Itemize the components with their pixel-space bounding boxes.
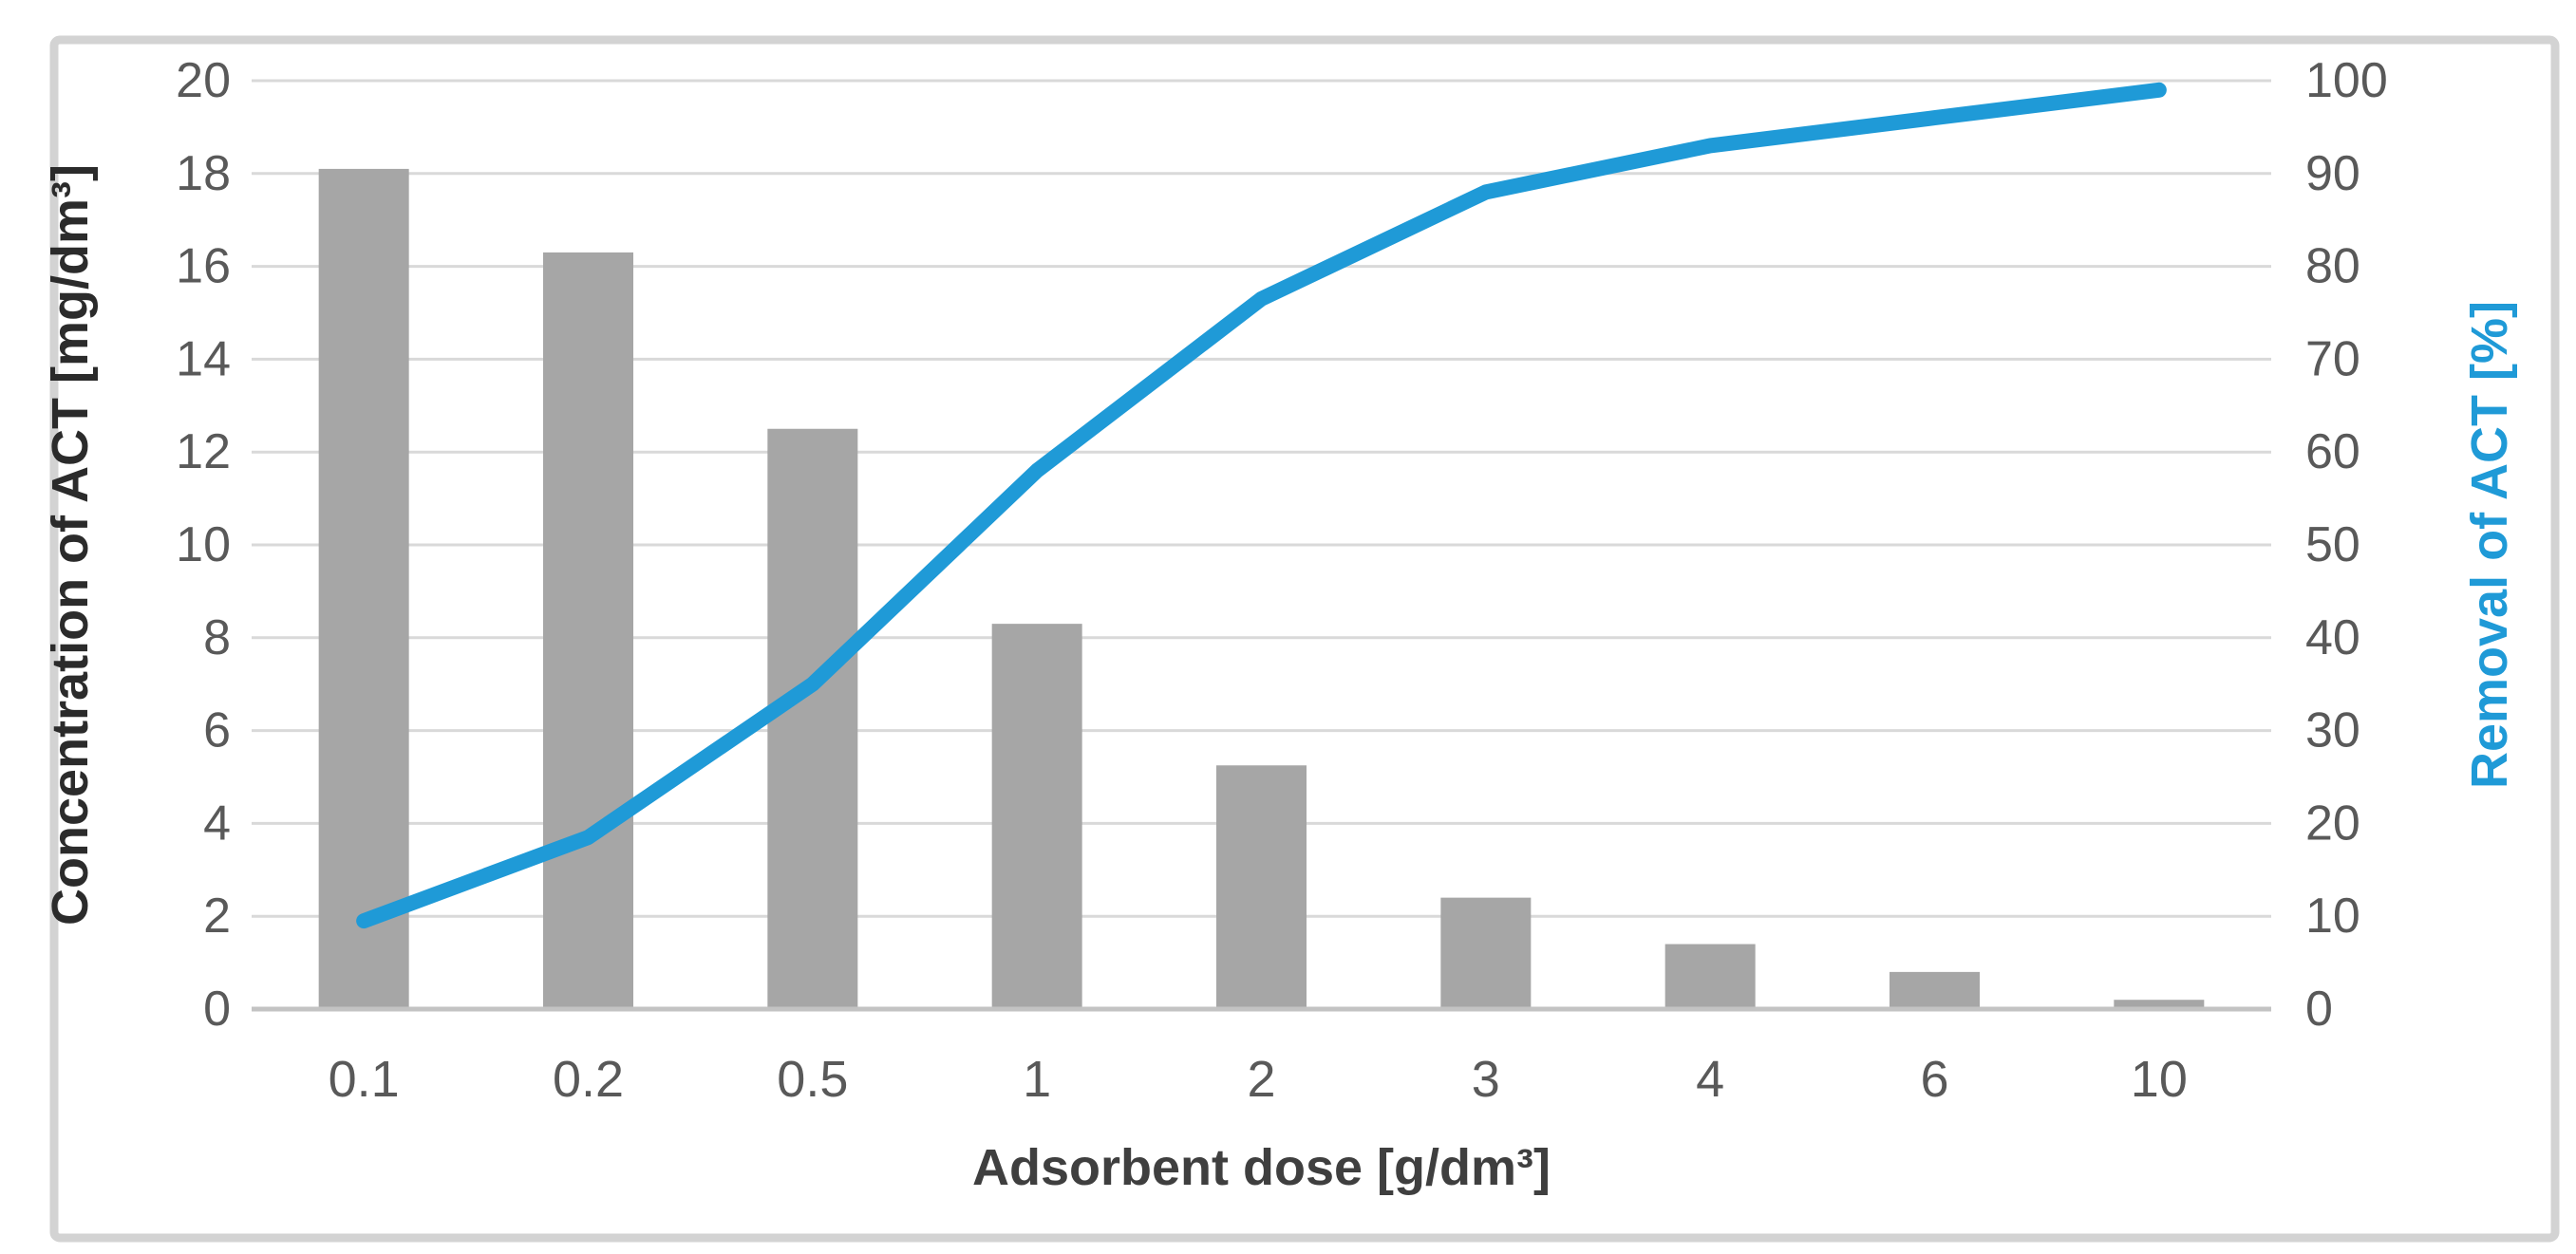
- y-left-tick-label: 2: [203, 889, 231, 944]
- x-tick-label: 6: [1920, 1051, 1948, 1108]
- y-right-tick-label: 60: [2305, 424, 2360, 479]
- y-left-tick-label: 0: [203, 982, 231, 1037]
- concentration-bar: [318, 168, 409, 1009]
- x-tick-label: 1: [1023, 1051, 1051, 1108]
- y-right-tick-label: 100: [2305, 53, 2388, 108]
- y-left-tick-label: 12: [176, 424, 231, 479]
- concentration-bar: [1890, 971, 1980, 1009]
- y-left-tick-label: 16: [176, 239, 231, 294]
- concentration-bar: [767, 428, 858, 1009]
- y-left-tick-label: 4: [203, 795, 231, 851]
- y-left-tick-label: 10: [176, 517, 231, 572]
- y-left-tick-label: 8: [203, 610, 231, 665]
- concentration-bar: [991, 624, 1082, 1009]
- x-tick-label: 0.5: [777, 1051, 848, 1108]
- removal-line: [356, 82, 2167, 929]
- x-tick-label: 3: [1472, 1051, 1500, 1108]
- x-tick-label: 10: [2131, 1051, 2188, 1108]
- y-left-tick-label: 14: [176, 331, 231, 386]
- concentration-bar: [543, 252, 633, 1009]
- x-tick-label: 0.1: [329, 1051, 400, 1108]
- y-right-tick-label: 0: [2305, 982, 2333, 1037]
- concentration-bar: [2114, 1000, 2205, 1009]
- y-left-axis-title: Concentration of ACT [mg/dm³]: [42, 164, 99, 926]
- concentration-bar: [1216, 765, 1307, 1009]
- y-right-axis-title: Removal of ACT [%]: [2461, 301, 2518, 789]
- x-tick-label: 2: [1247, 1051, 1275, 1108]
- y-right-tick-label: 40: [2305, 610, 2360, 665]
- y-left-tick-label: 20: [176, 53, 231, 108]
- y-left-tick-label: 6: [203, 703, 231, 758]
- concentration-bar: [1440, 897, 1532, 1009]
- figure-frame: [49, 35, 2560, 1243]
- y-right-tick-label: 90: [2305, 146, 2360, 201]
- y-right-tick-label: 50: [2305, 517, 2360, 572]
- x-axis-title: Adsorbent dose [g/dm³]: [972, 1139, 1551, 1196]
- concentration-bar: [1664, 944, 1756, 1009]
- x-tick-label: 0.2: [553, 1051, 624, 1108]
- y-right-tick-label: 70: [2305, 331, 2360, 386]
- x-tick-label: 4: [1696, 1051, 1724, 1108]
- y-right-tick-label: 80: [2305, 239, 2360, 294]
- y-right-tick-label: 10: [2305, 889, 2360, 944]
- y-right-tick-label: 20: [2305, 795, 2360, 851]
- y-left-tick-label: 18: [176, 146, 231, 201]
- y-right-tick-label: 30: [2305, 703, 2360, 758]
